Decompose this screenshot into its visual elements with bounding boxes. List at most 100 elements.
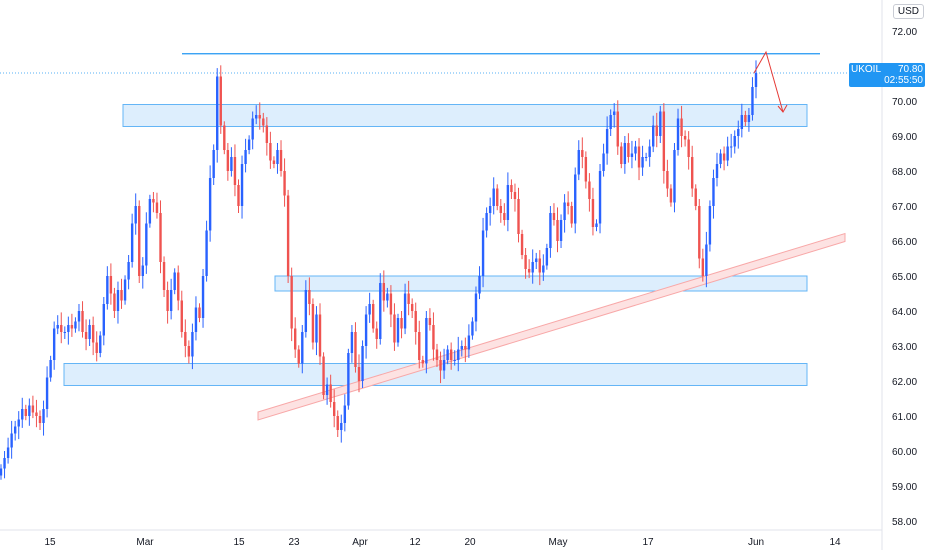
candle-body — [566, 202, 570, 206]
candle-body — [120, 290, 123, 301]
candle-body — [272, 160, 276, 164]
candle-body — [570, 206, 573, 224]
candle-body — [457, 349, 460, 360]
bar-countdown: 02:55:50 — [884, 75, 923, 86]
candle-body — [683, 136, 687, 140]
candle-body — [524, 255, 527, 269]
candle-body — [460, 346, 463, 350]
zone-box — [122, 104, 808, 127]
candle-body — [237, 185, 240, 206]
candle-body — [613, 111, 616, 115]
candle-body — [435, 349, 439, 360]
candle-body — [67, 325, 70, 332]
candle-body — [233, 157, 237, 185]
candle-body — [577, 150, 580, 175]
candle-body — [499, 206, 502, 213]
candle-body — [152, 199, 155, 203]
candle-body — [510, 185, 513, 192]
candle-body — [584, 157, 588, 182]
candle-body — [574, 174, 577, 224]
candle-body — [719, 153, 722, 164]
candle-body — [286, 195, 290, 276]
candle-body — [162, 262, 166, 290]
candle-body — [464, 346, 467, 350]
candle-body — [21, 409, 24, 420]
candle-body — [474, 293, 478, 322]
candle-body — [467, 335, 471, 350]
candle-body — [329, 384, 332, 402]
candle-body — [687, 139, 690, 157]
candle-body — [77, 311, 81, 322]
candle-body — [145, 223, 148, 266]
candle-body — [712, 178, 715, 206]
candle-body — [418, 332, 421, 360]
candle-body — [616, 111, 619, 147]
candle-body — [563, 202, 566, 220]
forecast-arrowhead — [777, 104, 788, 113]
support-resistance-zones — [63, 104, 808, 386]
candle-body — [311, 304, 315, 343]
drawn-lines — [0, 53, 882, 421]
candle-body — [332, 402, 336, 416]
candle-body — [109, 276, 113, 294]
x-tick-label: 15 — [44, 537, 56, 548]
candle-body — [623, 143, 627, 164]
candle-body — [113, 293, 116, 311]
candle-body — [269, 143, 272, 161]
candle-body — [216, 76, 219, 150]
y-tick-label: 63.00 — [892, 342, 917, 353]
candle-body — [698, 206, 701, 259]
annotations — [753, 50, 788, 113]
candle-body — [343, 405, 347, 423]
x-tick-label: 23 — [288, 537, 300, 548]
candle-body — [208, 178, 212, 231]
candle-body — [722, 153, 726, 161]
candle-body — [471, 321, 474, 336]
candle-body — [265, 125, 269, 143]
candle-body — [439, 360, 442, 371]
candle-body — [336, 416, 339, 430]
candle-body — [322, 356, 325, 395]
candle-body — [357, 367, 361, 381]
trendline-band — [257, 232, 846, 421]
currency-label[interactable]: USD — [892, 4, 924, 19]
candle-body — [244, 150, 247, 164]
candles — [0, 60, 758, 480]
candle-body — [159, 213, 162, 262]
x-tick-label: 14 — [829, 537, 841, 548]
candle-body — [747, 115, 751, 122]
y-tick-label: 68.00 — [892, 167, 917, 178]
candle-body — [527, 269, 531, 273]
candle-body — [361, 346, 364, 381]
candle-body — [308, 290, 311, 304]
y-tick-label: 70.00 — [892, 97, 917, 108]
candle-body — [102, 304, 105, 336]
candle-body — [449, 349, 453, 360]
y-tick-label: 66.00 — [892, 237, 917, 248]
candle-body — [591, 199, 595, 227]
candle-body — [251, 118, 254, 140]
last-price-tag: UKOIL 70.80 02:55:50 — [849, 63, 925, 87]
forecast-arrow — [753, 50, 784, 113]
candle-body — [609, 115, 612, 129]
candle-body — [169, 290, 173, 311]
x-axis: 15 Mar 15 23 Apr 12 20 May 17 Jun 14 — [44, 537, 841, 548]
candle-body — [751, 87, 754, 115]
y-tick-label: 60.00 — [892, 447, 917, 458]
candle-body — [301, 332, 304, 364]
candle-body — [715, 164, 719, 178]
candle-body — [605, 129, 609, 154]
candle-body — [347, 353, 350, 406]
candle-body — [0, 468, 3, 476]
candle-body — [42, 409, 45, 423]
candle-body — [258, 115, 261, 119]
candle-body — [198, 307, 201, 318]
candle-body — [538, 258, 541, 273]
candle-body — [488, 206, 492, 213]
candle-body — [52, 328, 56, 360]
candle-body — [708, 206, 712, 245]
candle-body — [549, 213, 552, 248]
candle-body — [733, 136, 736, 147]
